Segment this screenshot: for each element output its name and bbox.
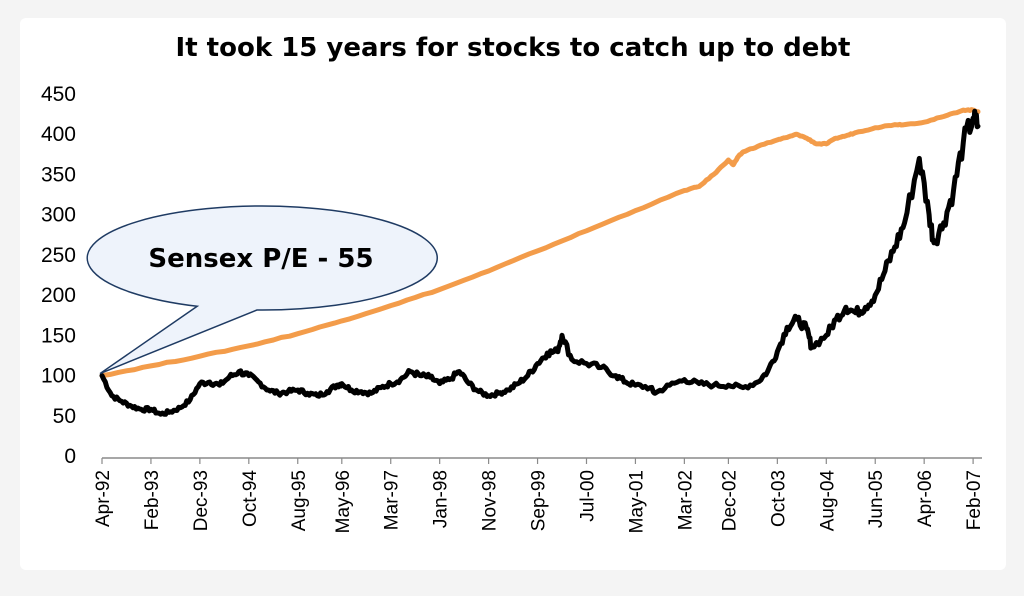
series-line-black: [99, 108, 981, 417]
x-tick-label: Oct-94: [240, 470, 261, 527]
y-axis: 0 50 100 150 200 250 300 350 400 450: [41, 83, 76, 468]
callout-bubble: [86, 205, 438, 375]
y-tick-label: 300: [41, 204, 76, 227]
y-tick-label: 450: [41, 83, 76, 106]
y-tick-label: 400: [41, 123, 76, 146]
x-tick-label: Aug-04: [817, 470, 838, 532]
y-tick-label: 50: [53, 405, 76, 428]
x-tick-label: Jun-05: [866, 470, 887, 528]
x-tick-label: Apr-06: [915, 470, 936, 527]
series-line-orange: [99, 107, 981, 379]
y-tick-label: 0: [64, 445, 76, 468]
x-tick-label: Oct-03: [768, 470, 789, 527]
x-tick-label: May-96: [333, 470, 354, 533]
x-tick-label: Feb-93: [142, 470, 163, 530]
x-tick-label: Sep-99: [529, 470, 550, 531]
x-tick-label: Feb-07: [964, 470, 985, 530]
x-tick-label: Apr-92: [93, 470, 114, 527]
chart-card: It took 15 years for stocks to catch up …: [20, 18, 1006, 570]
x-tick-label: Jan-98: [431, 470, 452, 528]
x-tick-label: Dec-02: [719, 470, 740, 531]
callout-label: Sensex P/E - 55: [148, 244, 373, 274]
x-tick-label: Jul-00: [577, 470, 598, 522]
x-tick-label: May-01: [626, 470, 647, 533]
x-tick-label: Aug-95: [289, 470, 310, 531]
x-tick-label: Dec-93: [191, 470, 212, 531]
chart-title: It took 15 years for stocks to catch up …: [176, 33, 851, 63]
x-axis: Apr-92 Feb-93 Dec-93 Oct-94 Aug-95 May-96 Mar-…: [93, 457, 985, 533]
y-tick-label: 150: [41, 324, 76, 347]
y-tick-label: 100: [41, 365, 76, 388]
x-tick-label: Nov-98: [480, 470, 501, 531]
annotation-callout: Sensex P/E - 55: [86, 205, 438, 375]
series-group: [99, 107, 981, 417]
line-chart: It took 15 years for stocks to catch up …: [41, 33, 985, 533]
x-tick-label: Mar-02: [675, 470, 696, 530]
y-tick-label: 200: [41, 284, 76, 307]
y-tick-label: 250: [41, 244, 76, 267]
y-tick-label: 350: [41, 163, 76, 186]
x-tick-label: Mar-97: [382, 470, 403, 530]
